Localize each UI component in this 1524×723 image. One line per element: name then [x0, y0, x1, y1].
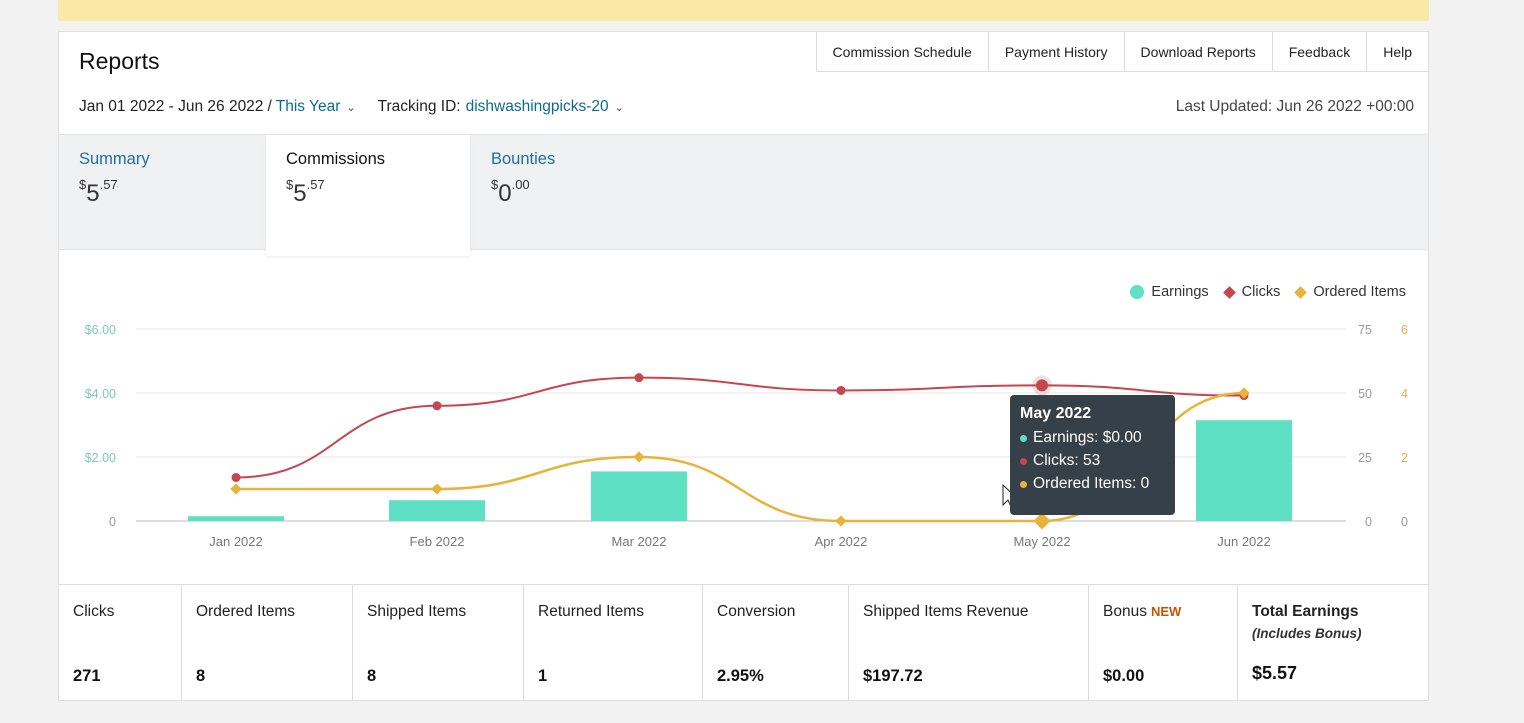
tooltip-row-earnings: Earnings: $0.00 — [1020, 429, 1165, 447]
y-tick-right-clicks: 0 — [1365, 515, 1372, 529]
tab-commissions[interactable]: Commissions $5.57 — [266, 135, 470, 256]
last-updated: Last Updated: Jun 26 2022 +00:00 — [1175, 98, 1414, 115]
stat-total-earnings: Total Earnings (Includes Bonus) $5.57 — [1252, 603, 1362, 683]
legend-ordered-items[interactable]: Ordered Items — [1294, 284, 1406, 300]
ordered-items-point[interactable] — [230, 483, 242, 495]
tab-label: Bounties — [491, 150, 556, 168]
legend-clicks[interactable]: Clicks — [1222, 284, 1280, 300]
y-tick-left: $4.00 — [85, 387, 116, 401]
stat-returned-items: Returned Items 1 — [524, 585, 703, 701]
tooltip-title: May 2022 — [1020, 405, 1092, 422]
y-tick-right-items: 4 — [1401, 387, 1408, 401]
chart-legend: Earnings Clicks Ordered Items — [1130, 284, 1406, 300]
y-tick-left: 0 — [109, 515, 116, 529]
diamond-icon — [1294, 285, 1308, 299]
stat-bonus: Bonus NEW $0.00 — [1089, 585, 1238, 701]
earnings-bar[interactable] — [591, 471, 687, 521]
ordered-items-point[interactable] — [1238, 387, 1250, 399]
stat-conversion: Conversion 2.95% — [703, 585, 849, 701]
ordered-items-point[interactable] — [1033, 512, 1051, 530]
stat-clicks: Clicks 271 — [59, 585, 182, 701]
period-dropdown[interactable]: This Year — [275, 98, 341, 115]
tab-value: $5.57 — [286, 177, 325, 207]
y-tick-right-items: 0 — [1401, 515, 1408, 529]
clicks-point[interactable] — [836, 385, 846, 395]
tab-summary[interactable]: Summary $5.57 — [59, 135, 266, 251]
tracking-label: Tracking ID: — [377, 98, 461, 115]
ordered-items-point[interactable] — [633, 451, 645, 463]
x-tick-label: May 2022 — [1013, 534, 1070, 549]
download-reports-button[interactable]: Download Reports — [1123, 32, 1272, 72]
payment-history-button[interactable]: Payment History — [987, 32, 1124, 72]
x-tick-label: Mar 2022 — [612, 534, 667, 549]
clicks-point[interactable] — [634, 373, 644, 383]
tracking-id-dropdown[interactable]: dishwashingpicks-20 — [465, 98, 609, 115]
clicks-line — [235, 376, 1245, 479]
y-tick-right-clicks: 75 — [1358, 323, 1372, 337]
diamond-icon — [1222, 285, 1236, 299]
top-banner — [58, 0, 1429, 21]
reports-card: Reports Commission Schedule Payment Hist… — [58, 31, 1429, 701]
ordered-items-point[interactable] — [835, 515, 847, 527]
clicks-point[interactable] — [231, 472, 241, 482]
chart-area: 0 0 0 $2.00 25 2 $4.00 50 4 $6.00 75 6 Jan 2022 Feb 2… — [59, 251, 1428, 583]
stat-ordered-items: Ordered Items 8 — [182, 585, 353, 701]
help-button[interactable]: Help — [1366, 32, 1428, 72]
tab-label: Commissions — [286, 150, 386, 168]
circle-icon — [1130, 285, 1145, 299]
earnings-bar[interactable] — [389, 500, 485, 521]
chevron-down-icon[interactable]: ⌄ — [346, 101, 356, 114]
date-range: Jan 01 2022 - Jun 26 2022 — [79, 98, 264, 115]
tab-bounties[interactable]: Bounties $0.00 — [471, 135, 671, 251]
stat-shipped-revenue: Shipped Items Revenue $197.72 — [849, 585, 1089, 701]
x-tick-label: Jan 2022 — [209, 534, 263, 549]
stats-bar: Clicks 271 Ordered Items 8 Shipped Items 8 … — [59, 584, 1428, 701]
clicks-point[interactable] — [432, 401, 442, 411]
earnings-bar[interactable] — [1196, 420, 1292, 521]
stat-shipped-items: Shipped Items 8 — [353, 585, 524, 701]
clicks-point[interactable] — [1036, 379, 1048, 392]
top-nav: Commission Schedule Payment History Down… — [815, 32, 1428, 72]
x-tick-label: Apr 2022 — [815, 534, 868, 549]
tabs-row: Summary $5.57 Commissions $5.57 Bounties… — [59, 134, 1428, 256]
earnings-bar[interactable] — [188, 516, 284, 521]
tooltip-row-clicks: Clicks: 53 — [1020, 452, 1165, 470]
page-title: Reports — [79, 48, 160, 74]
tab-value: $5.57 — [79, 177, 118, 207]
legend-earnings[interactable]: Earnings — [1130, 284, 1209, 300]
chart-tooltip: May 2022 Earnings: $0.00 Clicks: 53 Orde… — [1010, 395, 1175, 515]
y-tick-right-items: 2 — [1401, 451, 1408, 465]
tooltip-row-ordered: Ordered Items: 0 — [1020, 475, 1165, 493]
x-tick-label: Jun 2022 — [1217, 534, 1271, 549]
y-tick-right-clicks: 50 — [1358, 387, 1372, 401]
x-tick-label: Feb 2022 — [410, 534, 465, 549]
y-tick-right-items: 6 — [1401, 323, 1408, 337]
ordered-items-point[interactable] — [431, 483, 443, 495]
filters-bar: Jan 01 2022 - Jun 26 2022 / This Year ⌄ … — [79, 98, 624, 116]
date-separator: / — [267, 98, 272, 115]
commission-schedule-button[interactable]: Commission Schedule — [815, 32, 988, 72]
y-tick-right-clicks: 25 — [1358, 451, 1372, 465]
y-tick-left: $2.00 — [85, 451, 116, 465]
tab-value: $0.00 — [491, 177, 530, 207]
y-tick-left: $6.00 — [85, 323, 116, 337]
feedback-button[interactable]: Feedback — [1271, 32, 1367, 72]
chevron-down-icon[interactable]: ⌄ — [614, 101, 624, 114]
tab-label: Summary — [79, 150, 150, 168]
new-badge: NEW — [1150, 604, 1182, 619]
